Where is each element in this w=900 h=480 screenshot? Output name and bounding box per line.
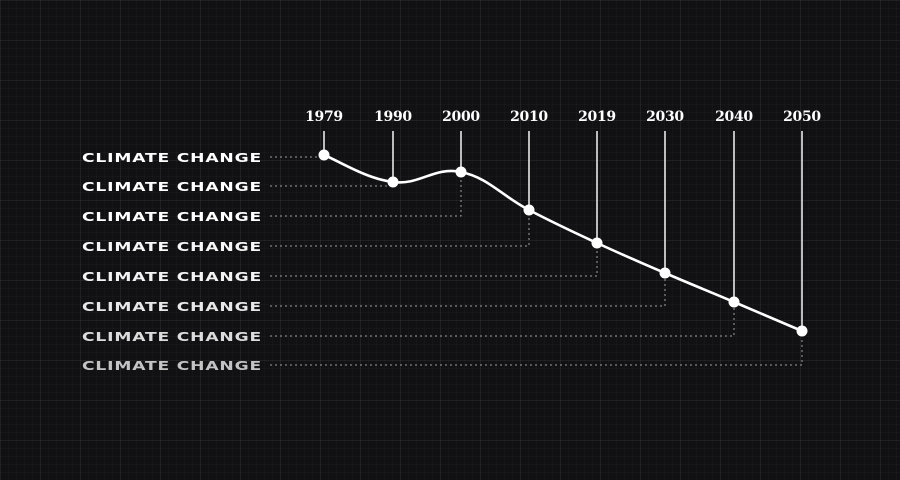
year-label: 2010	[510, 109, 548, 125]
row-label: CLIMATE CHANGE	[82, 150, 262, 165]
data-points	[318, 149, 808, 337]
year-label: 1979	[305, 109, 343, 125]
year-label: 1990	[374, 109, 412, 125]
year-label: 2050	[783, 109, 821, 125]
row-label: CLIMATE CHANGE	[82, 239, 262, 254]
data-point	[455, 166, 467, 178]
row-labels: CLIMATE CHANGE CLIMATE CHANGE CLIMATE CHAN…	[82, 150, 262, 373]
leader-line	[270, 308, 735, 337]
dotted-leader-lines	[270, 156, 803, 366]
leader-line	[270, 337, 803, 366]
year-label: 2040	[715, 109, 753, 125]
data-point	[523, 204, 535, 216]
row-label: CLIMATE CHANGE	[82, 299, 262, 314]
leader-line	[270, 178, 462, 217]
leader-line	[270, 216, 530, 247]
data-point	[387, 176, 399, 188]
row-label: CLIMATE CHANGE	[82, 358, 262, 373]
row-label: CLIMATE CHANGE	[82, 329, 262, 344]
year-label: 2019	[578, 109, 616, 125]
leader-line	[270, 249, 598, 277]
year-label: 2030	[646, 109, 684, 125]
trend-line	[322, 153, 804, 333]
leader-line	[270, 185, 394, 188]
row-label: CLIMATE CHANGE	[82, 179, 262, 194]
year-labels: 1979 1990 2000 2010 2019 2030 2040 2050	[305, 109, 822, 125]
row-label: CLIMATE CHANGE	[82, 269, 262, 284]
data-point	[318, 149, 330, 161]
data-point	[659, 267, 671, 279]
data-point	[591, 237, 603, 249]
data-point	[796, 325, 808, 337]
year-label: 2000	[442, 109, 480, 125]
row-label: CLIMATE CHANGE	[82, 209, 262, 224]
data-point	[728, 296, 740, 308]
year-stems	[323, 131, 803, 331]
leader-line	[270, 279, 666, 307]
